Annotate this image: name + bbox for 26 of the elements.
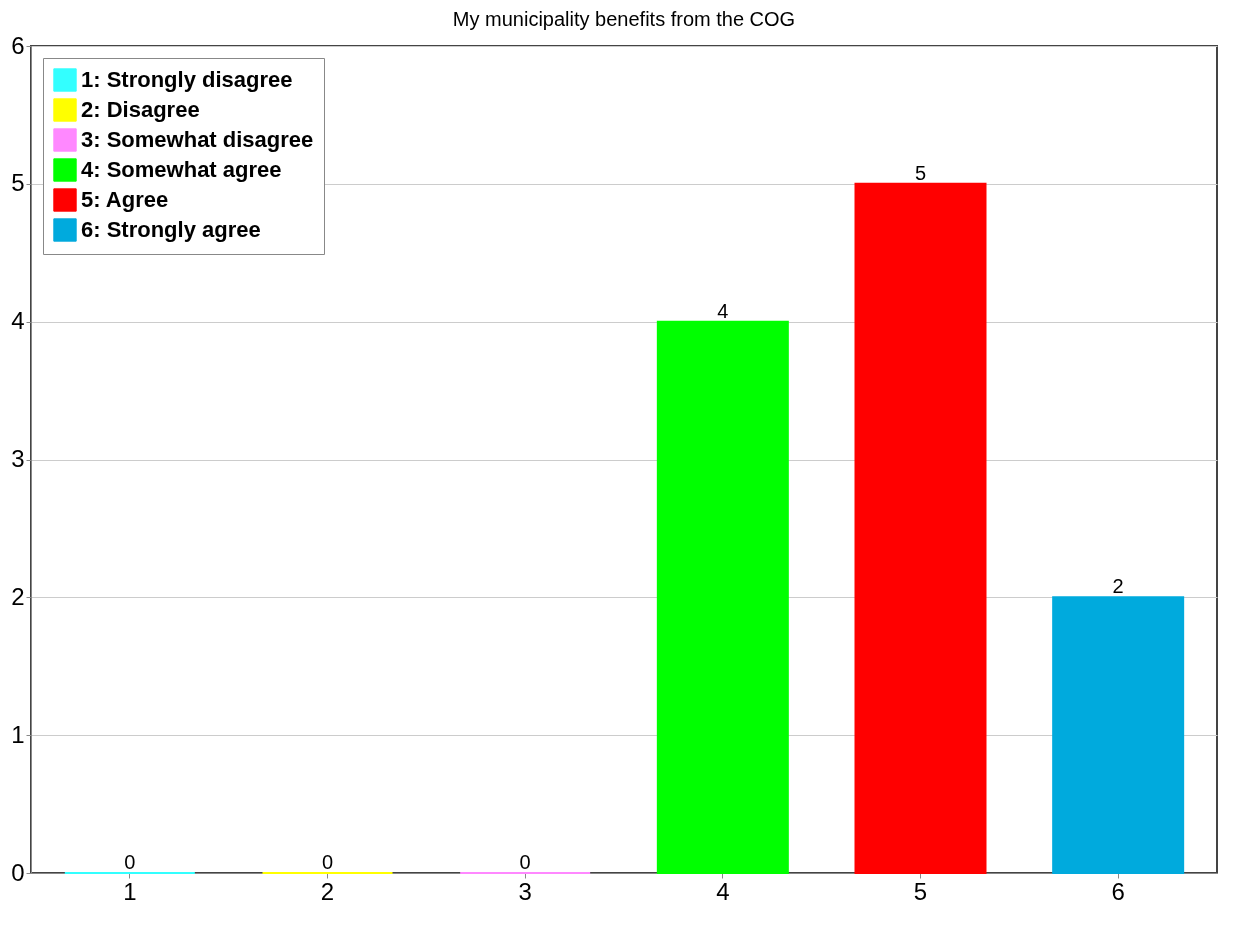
data-label: 2 bbox=[1112, 575, 1124, 598]
y-tick-label: 1 bbox=[11, 720, 25, 748]
y-tick-label: 4 bbox=[11, 307, 25, 335]
data-label: 4 bbox=[717, 299, 729, 322]
legend-label: 6: Strongly agree bbox=[81, 217, 261, 242]
chart-title: My municipality benefits from the COG bbox=[452, 8, 796, 30]
data-label: 0 bbox=[519, 851, 531, 873]
legend-label: 3: Somewhat disagree bbox=[81, 127, 314, 152]
legend-label: 5: Agree bbox=[81, 187, 169, 212]
legend-label: 1: Strongly disagree bbox=[81, 67, 293, 92]
y-tick-label: 0 bbox=[11, 858, 25, 886]
x-tick-label: 5 bbox=[913, 877, 928, 905]
legend-label: 4: Somewhat agree bbox=[81, 157, 282, 182]
data-label: 0 bbox=[124, 851, 136, 873]
y-tick-label: 5 bbox=[11, 169, 25, 197]
y-tick-label: 3 bbox=[11, 445, 25, 472]
x-tick-label: 2 bbox=[320, 877, 335, 905]
y-tick-label: 2 bbox=[11, 582, 25, 610]
legend-label: 2: Disagree bbox=[81, 97, 200, 122]
x-tick-label: 3 bbox=[518, 877, 532, 905]
x-tick-label: 4 bbox=[716, 877, 730, 905]
data-label: 5 bbox=[914, 161, 927, 184]
x-tick-label: 1 bbox=[123, 877, 137, 905]
x-tick-label: 6 bbox=[1111, 877, 1125, 905]
data-label: 0 bbox=[321, 851, 334, 873]
y-tick-label: 6 bbox=[11, 31, 25, 59]
